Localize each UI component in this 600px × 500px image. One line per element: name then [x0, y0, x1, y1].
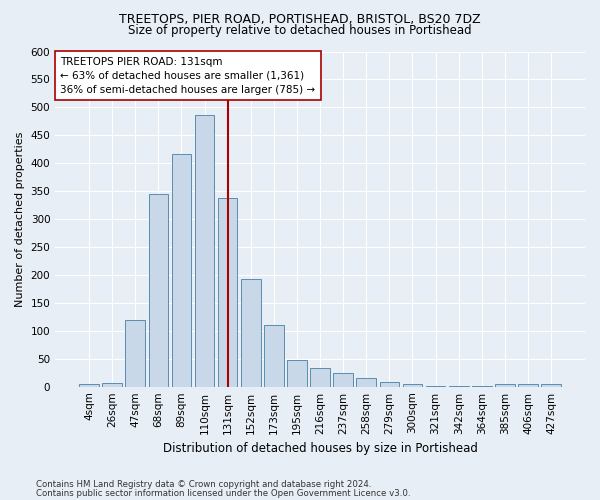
Bar — [125, 320, 145, 386]
Bar — [403, 384, 422, 386]
Bar — [495, 384, 515, 386]
Bar — [149, 194, 168, 386]
Bar — [541, 384, 561, 386]
Text: TREETOPS PIER ROAD: 131sqm
← 63% of detached houses are smaller (1,361)
36% of s: TREETOPS PIER ROAD: 131sqm ← 63% of deta… — [61, 56, 316, 94]
Bar — [310, 368, 330, 386]
Bar — [380, 382, 399, 386]
Bar — [334, 372, 353, 386]
X-axis label: Distribution of detached houses by size in Portishead: Distribution of detached houses by size … — [163, 442, 478, 455]
Bar — [172, 154, 191, 386]
Bar — [103, 383, 122, 386]
Text: Size of property relative to detached houses in Portishead: Size of property relative to detached ho… — [128, 24, 472, 37]
Y-axis label: Number of detached properties: Number of detached properties — [15, 132, 25, 307]
Text: Contains HM Land Registry data © Crown copyright and database right 2024.: Contains HM Land Registry data © Crown c… — [36, 480, 371, 489]
Bar — [218, 198, 238, 386]
Text: TREETOPS, PIER ROAD, PORTISHEAD, BRISTOL, BS20 7DZ: TREETOPS, PIER ROAD, PORTISHEAD, BRISTOL… — [119, 12, 481, 26]
Bar — [195, 114, 214, 386]
Bar — [518, 384, 538, 386]
Text: Contains public sector information licensed under the Open Government Licence v3: Contains public sector information licen… — [36, 488, 410, 498]
Bar — [79, 384, 99, 386]
Bar — [264, 324, 284, 386]
Bar — [356, 378, 376, 386]
Bar — [287, 360, 307, 386]
Bar — [241, 280, 260, 386]
